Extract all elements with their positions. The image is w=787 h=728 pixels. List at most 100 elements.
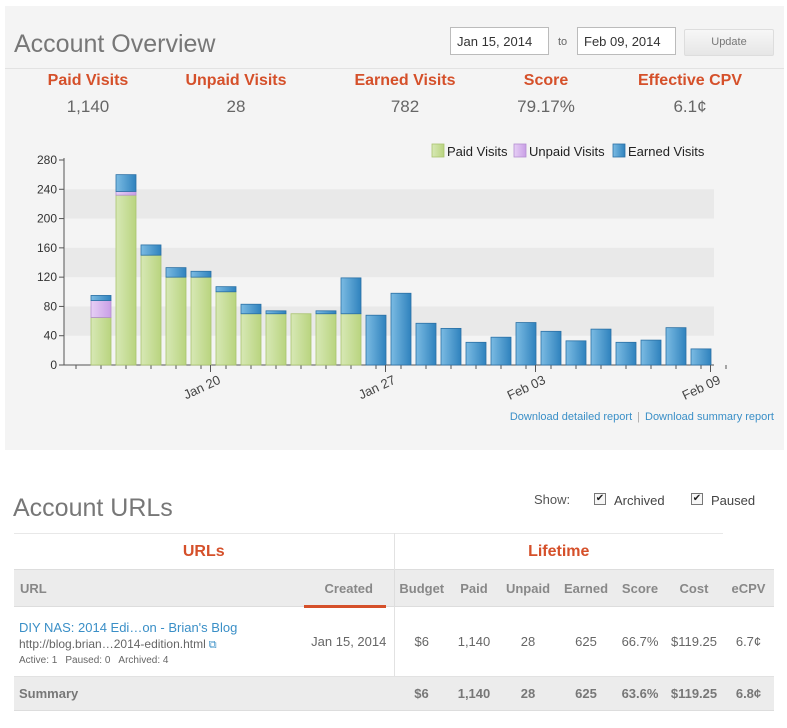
stat-value: 782 — [390, 97, 420, 116]
y-tick-label: 280 — [37, 153, 57, 167]
legend-label: Paid Visits — [447, 144, 508, 159]
stat-label: Paid Visits — [47, 72, 129, 89]
bar-earned-visits — [515, 322, 537, 366]
bar-earned-visits — [390, 292, 412, 366]
summary-paid: 1,140 — [449, 676, 499, 711]
external-link-icon[interactable]: ⧉ — [208, 639, 217, 651]
date-to-input[interactable]: Feb 09, 2014 — [577, 27, 676, 55]
col-cost[interactable]: Cost — [665, 569, 723, 607]
date-from-input[interactable]: Jan 15, 2014 — [450, 27, 549, 55]
summary-ecpv: 6.8¢ — [723, 676, 774, 711]
y-tick-label: 0 — [50, 358, 57, 372]
urls-table: URLs Lifetime URL Created Budget Paid Un… — [14, 533, 774, 711]
col-unpaid[interactable]: Unpaid — [499, 569, 557, 607]
bar-earned-visits — [165, 267, 187, 278]
stat-value: 79.17% — [517, 97, 575, 116]
grid-band — [64, 247, 714, 278]
update-button[interactable]: Update — [684, 29, 774, 56]
grid-band — [64, 189, 714, 219]
summary-label: Summary — [14, 676, 304, 711]
bar-paid-visits — [140, 254, 162, 366]
url-active-count: Active: 1 — [19, 655, 58, 666]
bar-earned-visits — [490, 336, 512, 366]
col-budget[interactable]: Budget — [394, 569, 449, 607]
divider — [5, 68, 784, 69]
y-tick-label: 160 — [37, 241, 57, 255]
y-tick-label: 200 — [37, 212, 57, 226]
group-header-blank — [723, 533, 774, 570]
url-archived-count: Archived: 4 — [118, 655, 169, 666]
x-tick-label: Jan 20 — [181, 372, 223, 402]
summary-earned: 625 — [557, 676, 615, 711]
bar-earned-visits — [115, 174, 137, 192]
col-ecpv[interactable]: eCPV — [723, 569, 774, 607]
legend-label: Unpaid Visits — [529, 144, 605, 159]
sort-indicator — [304, 605, 386, 608]
bar-paid-visits — [340, 313, 362, 366]
link-separator: | — [637, 411, 640, 423]
download-detailed-link[interactable]: Download detailed report — [509, 411, 633, 423]
col-created-label: Created — [324, 580, 373, 596]
paused-checkbox[interactable]: ✔ — [691, 493, 703, 505]
stat-paid-visits: Paid Visits 1,140 — [38, 72, 138, 117]
bar-earned-visits — [565, 340, 587, 366]
archived-checkbox[interactable]: ✔ — [594, 493, 606, 505]
cell-created: Jan 15, 2014 — [304, 606, 395, 677]
bar-earned-visits — [615, 341, 637, 366]
url-title-link[interactable]: DIY NAS: 2014 Edi…on - Brian's Blog — [19, 620, 238, 635]
col-url[interactable]: URL — [14, 569, 304, 607]
cell-earned: 625 — [557, 606, 615, 677]
summary-score: 63.6% — [615, 676, 665, 711]
bar-earned-visits — [140, 244, 162, 256]
bar-paid-visits — [290, 313, 312, 366]
bar-earned-visits — [240, 303, 262, 315]
group-header-urls: URLs — [14, 533, 395, 570]
cell-paid: 1,140 — [449, 606, 499, 677]
stat-label: Effective CPV — [637, 72, 743, 89]
download-summary-link[interactable]: Download summary report — [645, 411, 774, 423]
legend-swatch — [513, 143, 527, 158]
bar-paid-visits — [190, 276, 212, 366]
bar-earned-visits — [315, 310, 337, 315]
bar-earned-visits — [465, 341, 487, 366]
bar-earned-visits — [340, 277, 362, 315]
y-tick-label: 80 — [44, 299, 58, 313]
stat-unpaid-visits: Unpaid Visits 28 — [181, 72, 291, 117]
bar-paid-visits — [265, 313, 287, 366]
legend-swatch — [612, 143, 626, 158]
col-created[interactable]: Created — [304, 569, 395, 608]
url-meta: Active: 1 Paused: 0 Archived: 4 — [19, 655, 304, 666]
group-header-row: URLs Lifetime — [14, 533, 774, 570]
table-row: DIY NAS: 2014 Edi…on - Brian's Blog http… — [14, 606, 774, 677]
download-links: Download detailed report | Download summar… — [510, 411, 774, 423]
bar-earned-visits — [665, 327, 687, 366]
col-earned[interactable]: Earned — [557, 569, 615, 607]
bar-paid-visits — [90, 317, 112, 366]
archived-label: Archived — [614, 493, 665, 508]
y-tick-label: 40 — [44, 329, 58, 343]
bar-earned-visits — [440, 327, 462, 366]
bar-earned-visits — [590, 328, 612, 366]
stat-value: 1,140 — [66, 97, 110, 116]
cell-ecpv: 6.7¢ — [723, 606, 774, 677]
url-cell: DIY NAS: 2014 Edi…on - Brian's Blog http… — [14, 606, 304, 677]
stat-value: 6.1¢ — [673, 97, 707, 116]
stat-value: 28 — [226, 97, 246, 116]
col-score[interactable]: Score — [615, 569, 665, 607]
bar-earned-visits — [365, 314, 387, 366]
stat-score: Score 79.17% — [501, 72, 591, 117]
summary-created — [304, 676, 394, 711]
x-tick-label: Feb 03 — [505, 372, 548, 403]
cell-cost: $119.25 — [665, 606, 723, 677]
urls-title: Account URLs — [13, 494, 173, 522]
url-paused-count: Paused: 0 — [65, 655, 111, 666]
bar-earned-visits — [690, 348, 712, 366]
bar-paid-visits — [240, 313, 262, 366]
group-header-lifetime: Lifetime — [394, 533, 723, 570]
bar-paid-visits — [115, 194, 137, 366]
bar-unpaid-visits — [90, 300, 112, 318]
summary-row: Summary $6 1,140 28 625 63.6% $119.25 6.… — [14, 676, 774, 711]
cell-score: 66.7% — [615, 606, 665, 677]
stat-label: Unpaid Visits — [185, 72, 287, 89]
col-paid[interactable]: Paid — [449, 569, 499, 607]
